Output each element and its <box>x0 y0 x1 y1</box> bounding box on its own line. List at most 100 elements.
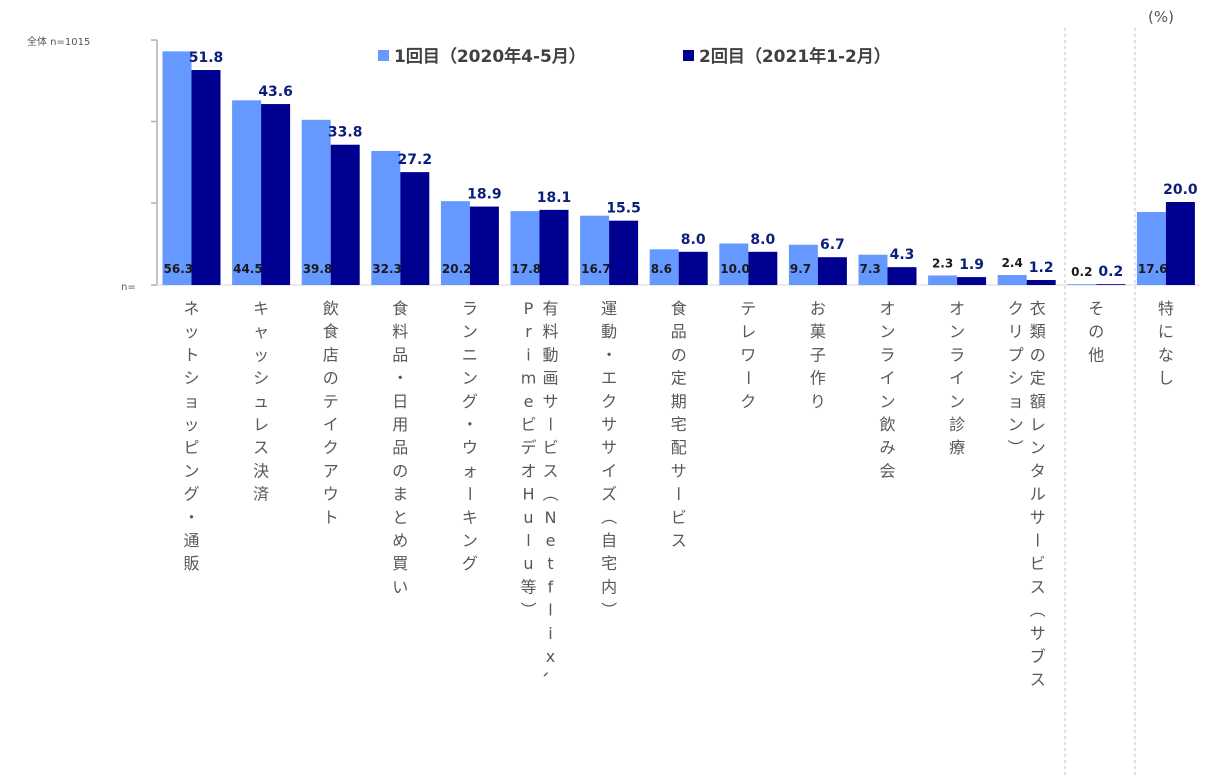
category-label-char: t <box>547 554 553 573</box>
category-label-char: ） <box>599 602 618 618</box>
bar-series1-15 <box>1136 211 1166 285</box>
value-label-series2-7: 15.5 <box>606 201 641 217</box>
category-label-char: N <box>545 508 557 527</box>
value-labels: 56.3 51.8 44.5 43.6 39.8 33.8 32.3 27.2 20.2 18.9… <box>164 50 1198 280</box>
category-label-char: キ <box>253 299 269 318</box>
category-label-char: i <box>526 345 530 364</box>
category-label-char: め <box>392 531 408 550</box>
category-label-char: ー <box>1028 532 1047 548</box>
value-label-series1-5: 20.2 <box>442 262 472 276</box>
category-label-char: 衣 <box>1030 299 1046 318</box>
bar-series1-1 <box>162 51 192 286</box>
category-label-char: 内 <box>601 577 617 596</box>
bar-series1-5 <box>440 201 470 285</box>
category-label-char: 用 <box>392 415 408 434</box>
bar-series1-3 <box>301 119 331 285</box>
category-label-char: キ <box>462 508 478 527</box>
category-label-char: ク <box>1008 299 1024 318</box>
category-label-char: お <box>810 299 826 318</box>
category-label-char: P <box>524 299 534 318</box>
unit-label: (%) <box>1148 8 1174 26</box>
category-label-char: 食 <box>323 322 339 341</box>
category-label-char: 動 <box>601 322 617 341</box>
value-label-series1-2: 44.5 <box>233 262 263 276</box>
legend: 1回目（2020年4-5月） 2回目（2021年1-2月） <box>378 46 891 67</box>
category-label-char: イ <box>949 369 965 388</box>
bar-series1-13 <box>997 275 1027 285</box>
value-label-series2-9: 8.0 <box>750 232 775 248</box>
legend-label-2: 2回目（2021年1-2月） <box>699 46 891 67</box>
bar-series2-4 <box>400 172 430 285</box>
category-label-char: l <box>526 531 530 550</box>
bar-series1-4 <box>371 150 401 285</box>
bar-series1-7 <box>580 215 610 285</box>
category-label-char: ス <box>542 461 558 480</box>
category-label-char: と <box>392 508 408 527</box>
category-label-char: 定 <box>1030 369 1046 388</box>
category-label-char: u <box>523 554 533 573</box>
category-label-char: ト <box>323 508 339 527</box>
category-label-char: ビ <box>671 508 687 527</box>
category-label-char: 品 <box>392 438 408 457</box>
legend-swatch-2 <box>683 50 694 61</box>
category-label-char: 特 <box>1158 299 1174 318</box>
category-label-char: ウ <box>323 485 339 504</box>
category-label-char: ・ <box>392 369 408 388</box>
n-total-label: 全体 n=1015 <box>27 35 90 48</box>
category-label-char: 料 <box>542 322 558 341</box>
category-label-char: ー <box>669 486 688 502</box>
value-label-series1-15: 17.6 <box>1138 262 1168 276</box>
bar-series2-2 <box>261 104 291 285</box>
category-label-char: イ <box>879 369 895 388</box>
category-label-char: 定 <box>671 369 687 388</box>
category-label-char: ー <box>541 416 560 432</box>
category-label-char: ズ <box>601 485 617 504</box>
category-label-char: ・ <box>462 415 478 434</box>
category-label-char: 等 <box>520 577 536 596</box>
value-label-series1-4: 32.3 <box>372 262 402 276</box>
category-label-char: レ <box>1030 415 1046 434</box>
category-label-char: グ <box>462 554 478 573</box>
value-label-series2-6: 18.1 <box>537 190 572 206</box>
category-label-char: オ <box>879 299 895 318</box>
category-label-char: 済 <box>253 485 269 504</box>
bar-series2-8 <box>678 251 708 285</box>
category-label-char: サ <box>542 392 558 411</box>
category-label-char: ま <box>392 485 408 504</box>
category-label-char: i <box>548 624 552 643</box>
category-label-char: ン <box>1030 438 1046 457</box>
category-label-char: な <box>1158 345 1174 364</box>
group-separators <box>1064 28 1136 776</box>
category-label-char: ュ <box>253 392 269 411</box>
category-label-char: （ <box>541 486 560 502</box>
category-label-char: ラ <box>879 345 895 364</box>
bar-series2-12 <box>957 277 987 285</box>
bar-series1-10 <box>788 244 818 285</box>
category-label-char: ン <box>879 392 895 411</box>
category-label-char: 品 <box>392 345 408 364</box>
category-label-char: 食 <box>671 299 687 318</box>
bar-series2-9 <box>748 251 778 285</box>
category-label-char: 通 <box>183 531 199 550</box>
category-label-char: り <box>810 392 826 411</box>
category-label-char: ン <box>949 392 965 411</box>
category-label-char: リ <box>1008 322 1024 341</box>
category-label-char: ッ <box>183 415 199 434</box>
value-label-series2-4: 27.2 <box>398 152 433 168</box>
category-label-char: 品 <box>671 322 687 341</box>
value-label-series1-14: 0.2 <box>1071 265 1092 279</box>
category-label-char: 飲 <box>879 415 895 434</box>
category-label-char: イ <box>601 461 617 480</box>
value-label-series2-1: 51.8 <box>189 50 224 66</box>
value-label-series2-12: 1.9 <box>959 257 984 273</box>
category-label-char: サ <box>601 415 617 434</box>
category-label-char: ウ <box>462 438 478 457</box>
bar-series2-6 <box>539 209 569 285</box>
value-label-series2-2: 43.6 <box>258 84 293 100</box>
value-label-series1-13: 2.4 <box>1002 256 1023 270</box>
bars <box>162 51 1195 286</box>
category-label-char: レ <box>253 415 269 434</box>
category-label-char: m <box>521 369 537 388</box>
category-label-char: ョ <box>1008 392 1024 411</box>
